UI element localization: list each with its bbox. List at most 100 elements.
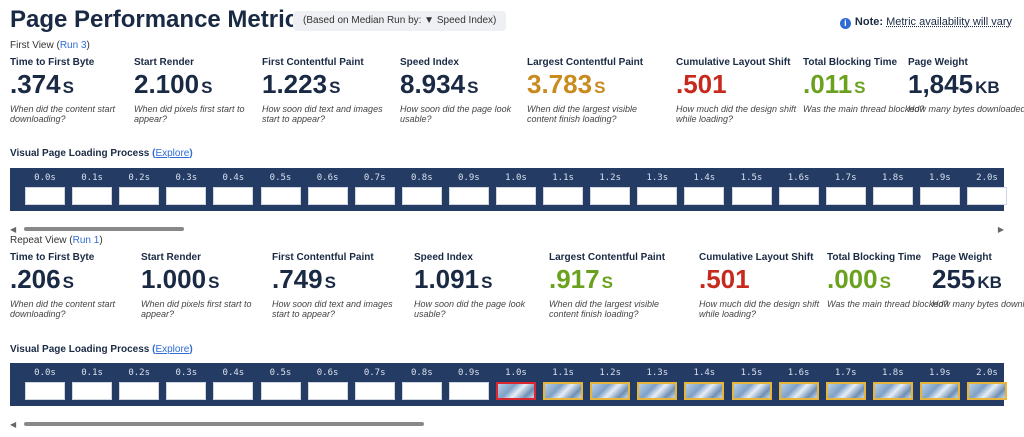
scroll-thumb[interactable] [24, 422, 424, 426]
frame-thumbnail[interactable] [825, 187, 866, 205]
filmstrip-frame[interactable]: 0.3s [165, 168, 225, 211]
frame-thumbnail[interactable] [496, 382, 536, 400]
median-run-selector[interactable]: (Based on Median Run by: ▼ Speed Index) [293, 11, 507, 31]
filmstrip-frame[interactable]: 0.7s [354, 168, 414, 211]
filmstrip-frame[interactable]: 0.6s [307, 363, 367, 406]
frame-thumbnail[interactable] [213, 382, 254, 400]
first-view-explore-link[interactable]: Explore [155, 148, 190, 159]
frame-thumbnail[interactable] [401, 187, 442, 205]
frame-thumbnail[interactable] [872, 382, 913, 400]
filmstrip-frame[interactable]: 1.2s [589, 168, 649, 211]
frame-thumbnail[interactable] [967, 382, 1007, 400]
filmstrip-frame[interactable]: 1.3s [636, 168, 696, 211]
filmstrip-frame[interactable]: 0.0s [24, 363, 84, 406]
filmstrip-frame[interactable]: 1.5s [731, 168, 791, 211]
frame-thumbnail[interactable] [967, 187, 1007, 205]
frame-thumbnail[interactable] [637, 187, 678, 205]
frame-thumbnail[interactable] [354, 187, 395, 205]
frame-thumbnail[interactable] [731, 187, 772, 205]
filmstrip-frame[interactable]: 1.1s [542, 363, 602, 406]
filmstrip-frame[interactable]: 1.6s [778, 168, 838, 211]
filmstrip-frame[interactable]: 1.9s [919, 363, 979, 406]
scroll-thumb[interactable] [24, 227, 184, 231]
frame-thumbnail[interactable] [213, 187, 254, 205]
frame-thumbnail[interactable] [919, 382, 960, 400]
repeat-view-explore-link[interactable]: Explore [155, 344, 190, 355]
frame-thumbnail[interactable] [543, 382, 584, 400]
filmstrip-frame[interactable]: 1.1s [542, 168, 602, 211]
filmstrip-frame[interactable]: 0.8s [401, 168, 461, 211]
frame-time: 1.7s [834, 173, 857, 183]
filmstrip-frame[interactable]: 2.0s [966, 363, 1024, 406]
frame-thumbnail[interactable] [119, 187, 160, 205]
repeat-view-run-link[interactable]: Run 1 [72, 235, 100, 246]
frame-thumbnail[interactable] [684, 187, 725, 205]
filmstrip-frame[interactable]: 0.4s [212, 363, 272, 406]
frame-thumbnail[interactable] [731, 382, 772, 400]
frame-thumbnail[interactable] [590, 187, 631, 205]
frame-thumbnail[interactable] [260, 187, 301, 205]
frame-thumbnail[interactable] [872, 187, 913, 205]
scroll-left-arrow-icon[interactable]: ◀ [10, 420, 17, 429]
filmstrip-frame[interactable]: 0.2s [118, 363, 178, 406]
filmstrip-frame[interactable]: 1.0s [495, 168, 555, 211]
filmstrip-frame[interactable]: 1.7s [825, 363, 885, 406]
filmstrip-frame[interactable]: 1.9s [919, 168, 979, 211]
scroll-right-arrow-icon[interactable]: ▶ [997, 225, 1004, 234]
scroll-left-arrow-icon[interactable]: ◀ [10, 225, 17, 234]
frame-thumbnail[interactable] [590, 382, 631, 400]
filmstrip-frame[interactable]: 0.9s [448, 168, 508, 211]
frame-thumbnail[interactable] [307, 382, 348, 400]
filmstrip-frame[interactable]: 1.4s [683, 363, 743, 406]
frame-thumbnail[interactable] [919, 187, 960, 205]
filmstrip-frame[interactable]: 1.2s [589, 363, 649, 406]
frame-thumbnail[interactable] [354, 382, 395, 400]
filmstrip-frame[interactable]: 0.2s [118, 168, 178, 211]
filmstrip-frame[interactable]: 1.3s [636, 363, 696, 406]
frame-thumbnail[interactable] [119, 382, 160, 400]
filmstrip-frame[interactable]: 1.8s [872, 168, 932, 211]
filmstrip-frame[interactable]: 2.0s [966, 168, 1024, 211]
filmstrip-frame[interactable]: 0.4s [212, 168, 272, 211]
frame-thumbnail[interactable] [401, 382, 442, 400]
frame-thumbnail[interactable] [684, 382, 725, 400]
frame-thumbnail[interactable] [496, 187, 536, 205]
frame-thumbnail[interactable] [307, 187, 348, 205]
frame-thumbnail[interactable] [778, 187, 819, 205]
first-view-scrollbar[interactable]: ◀ ▶ [10, 225, 1004, 234]
filmstrip-frame[interactable]: 1.6s [778, 363, 838, 406]
filmstrip-frame[interactable]: 0.7s [354, 363, 414, 406]
filmstrip-frame[interactable]: 0.9s [448, 363, 508, 406]
filmstrip-frame[interactable]: 0.5s [260, 363, 320, 406]
filmstrip-frame[interactable]: 1.8s [872, 363, 932, 406]
filmstrip-frame[interactable]: 0.1s [71, 168, 131, 211]
filmstrip-frame[interactable]: 0.6s [307, 168, 367, 211]
frame-time: 0.8s [410, 368, 433, 378]
filmstrip-frame[interactable]: 0.5s [260, 168, 320, 211]
first-view-filmstrip[interactable]: 0.0s 0.1s 0.2s 0.3s 0.4s 0.5s 0.6s 0.7s 0.8s 0.9s… [10, 168, 1007, 211]
frame-thumbnail[interactable] [72, 382, 113, 400]
frame-thumbnail[interactable] [260, 382, 301, 400]
frame-thumbnail[interactable] [778, 382, 819, 400]
frame-thumbnail[interactable] [166, 382, 207, 400]
frame-thumbnail[interactable] [166, 187, 207, 205]
filmstrip-frame[interactable]: 1.0s [495, 363, 555, 406]
frame-thumbnail[interactable] [25, 382, 65, 400]
frame-thumbnail[interactable] [25, 187, 65, 205]
frame-thumbnail[interactable] [543, 187, 584, 205]
repeat-view-scrollbar[interactable]: ◀ [10, 420, 1004, 429]
frame-thumbnail[interactable] [448, 187, 489, 205]
filmstrip-frame[interactable]: 0.0s [24, 168, 84, 211]
filmstrip-frame[interactable]: 1.7s [825, 168, 885, 211]
frame-thumbnail[interactable] [637, 382, 678, 400]
filmstrip-frame[interactable]: 1.5s [731, 363, 791, 406]
repeat-view-filmstrip[interactable]: 0.0s 0.1s 0.2s 0.3s 0.4s 0.5s 0.6s 0.7s 0.8s 0.9s… [10, 363, 1007, 406]
filmstrip-frame[interactable]: 0.8s [401, 363, 461, 406]
filmstrip-frame[interactable]: 0.3s [165, 363, 225, 406]
frame-thumbnail[interactable] [448, 382, 489, 400]
first-view-run-link[interactable]: Run 3 [59, 40, 87, 51]
filmstrip-frame[interactable]: 1.4s [683, 168, 743, 211]
filmstrip-frame[interactable]: 0.1s [71, 363, 131, 406]
frame-thumbnail[interactable] [825, 382, 866, 400]
frame-thumbnail[interactable] [72, 187, 113, 205]
